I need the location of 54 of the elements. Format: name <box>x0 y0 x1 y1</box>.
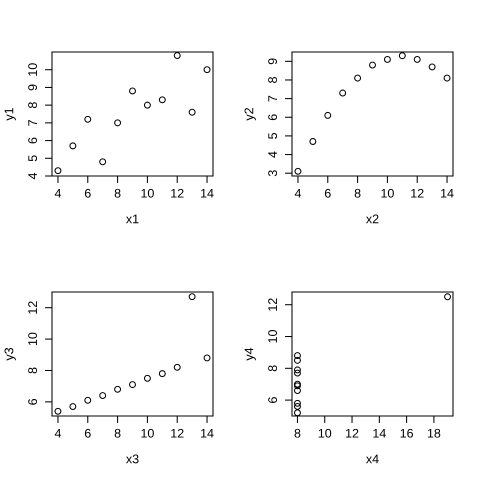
y-tick-label: 12 <box>268 298 277 311</box>
x-tick-label: 12 <box>171 188 184 198</box>
x-tick-label: 8 <box>114 188 121 198</box>
y-tick-label: 8 <box>268 365 278 372</box>
y-tick-label: 6 <box>28 398 38 405</box>
x-tick-label: 14 <box>441 188 454 198</box>
x-tick-label: 6 <box>84 428 91 438</box>
y-tick-label: 5 <box>268 132 278 139</box>
x-tick-label: 10 <box>141 188 154 198</box>
x-tick-label: 12 <box>346 428 358 438</box>
x-axis-title: x2 <box>366 214 378 224</box>
x-tick-label: 14 <box>201 428 214 438</box>
y-tick-label: 4 <box>28 172 37 180</box>
y-tick-label: 6 <box>268 114 278 120</box>
y-tick-label: 8 <box>28 102 38 108</box>
y-tick-label: 6 <box>268 397 278 403</box>
y-tick-label: 7 <box>28 120 37 126</box>
y-tick-label: 9 <box>28 84 38 90</box>
x-tick-label: 16 <box>400 428 414 438</box>
y-axis-title: y4 <box>244 348 256 361</box>
x-tick-label: 6 <box>84 188 91 198</box>
y-tick-label: 6 <box>28 138 38 144</box>
x-tick-label: 12 <box>171 428 184 438</box>
x-tick-label: 12 <box>411 188 424 198</box>
x-tick-label: 4 <box>294 188 302 198</box>
y-axis-title: y2 <box>244 108 256 121</box>
x-tick-label: 18 <box>428 428 440 438</box>
x-tick-label: 8 <box>354 188 361 198</box>
y-tick-label: 7 <box>268 96 277 102</box>
x-tick-label: 10 <box>381 188 394 198</box>
y-axis-title: y3 <box>4 348 16 361</box>
x-tick-label: 14 <box>201 188 214 198</box>
x-tick-label: 6 <box>324 188 331 198</box>
y-tick-label: 8 <box>268 77 278 83</box>
y-tick-label: 8 <box>28 368 38 374</box>
x-axis-title: x4 <box>366 454 379 464</box>
y-tick-label: 4 <box>268 151 277 158</box>
y-tick-label: 12 <box>28 301 37 314</box>
y-tick-label: 10 <box>28 332 38 346</box>
y-tick-label: 10 <box>28 63 38 76</box>
y-axis-title: y1 <box>4 108 16 121</box>
x-axis-title: x3 <box>126 454 139 464</box>
y-tick-label: 9 <box>268 58 278 64</box>
x-tick-label: 10 <box>318 428 332 438</box>
x-tick-label: 4 <box>54 428 62 438</box>
x-tick-label: 4 <box>54 188 62 198</box>
x-tick-label: 14 <box>373 428 386 438</box>
y-tick-label: 3 <box>268 170 278 176</box>
x-tick-label: 10 <box>141 428 154 438</box>
x-tick-label: 8 <box>114 428 121 438</box>
y-tick-label: 10 <box>268 330 278 343</box>
y-tick-label: 5 <box>28 155 38 162</box>
x-axis-title: x1 <box>126 214 138 224</box>
x-tick-label: 8 <box>294 428 300 438</box>
